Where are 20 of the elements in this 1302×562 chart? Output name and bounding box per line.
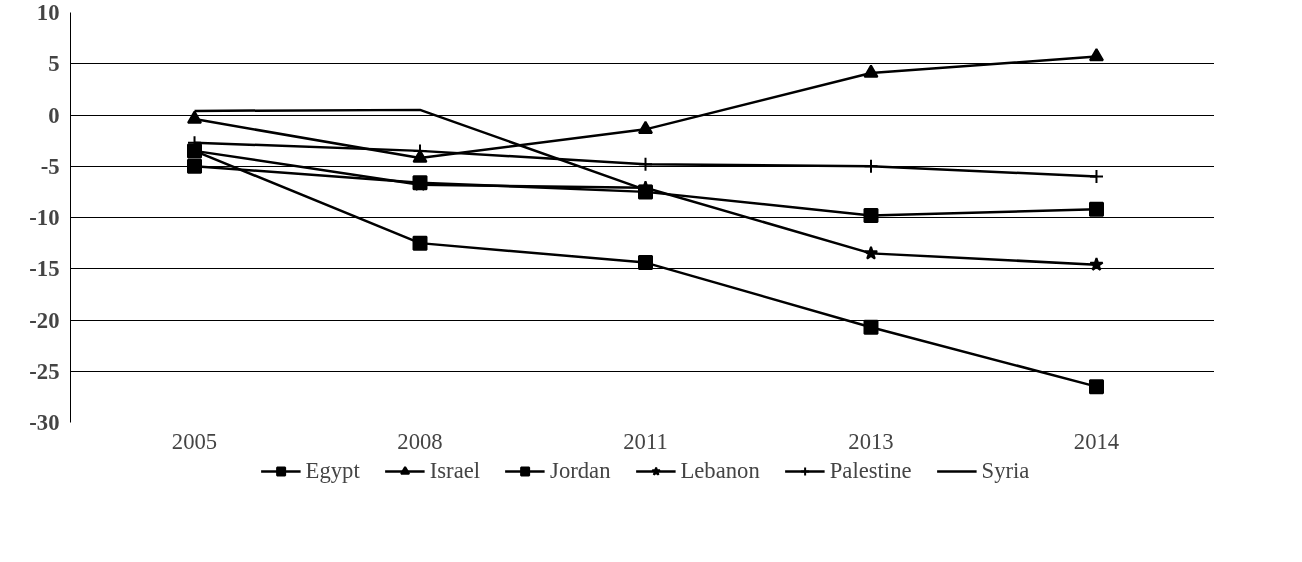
y-tick-label: -5 xyxy=(40,153,60,179)
x-tick-label: 2013 xyxy=(848,428,894,454)
legend-label: Jordan xyxy=(550,458,611,484)
y-tick-label: 10 xyxy=(36,0,60,25)
y-tick-label: 0 xyxy=(48,102,60,128)
y-tick-label: -25 xyxy=(29,358,60,384)
y-tick-label: -10 xyxy=(29,205,60,230)
legend-label: Israel xyxy=(429,458,481,484)
x-tick-label: 2008 xyxy=(397,428,443,454)
legend-label: Lebanon xyxy=(680,458,760,484)
x-tick-label: 2011 xyxy=(623,428,668,454)
y-tick-label: 5 xyxy=(48,51,60,77)
legend-label: Egypt xyxy=(305,458,360,484)
x-tick-label: 2005 xyxy=(171,428,218,454)
y-tick-label: -15 xyxy=(29,256,60,282)
legend-label: Palestine xyxy=(829,458,912,484)
legend-label: Syria xyxy=(981,458,1030,484)
y-tick-label: -30 xyxy=(29,410,60,435)
x-tick-label: 2014 xyxy=(1073,428,1120,454)
y-tick-label: -20 xyxy=(29,307,60,333)
